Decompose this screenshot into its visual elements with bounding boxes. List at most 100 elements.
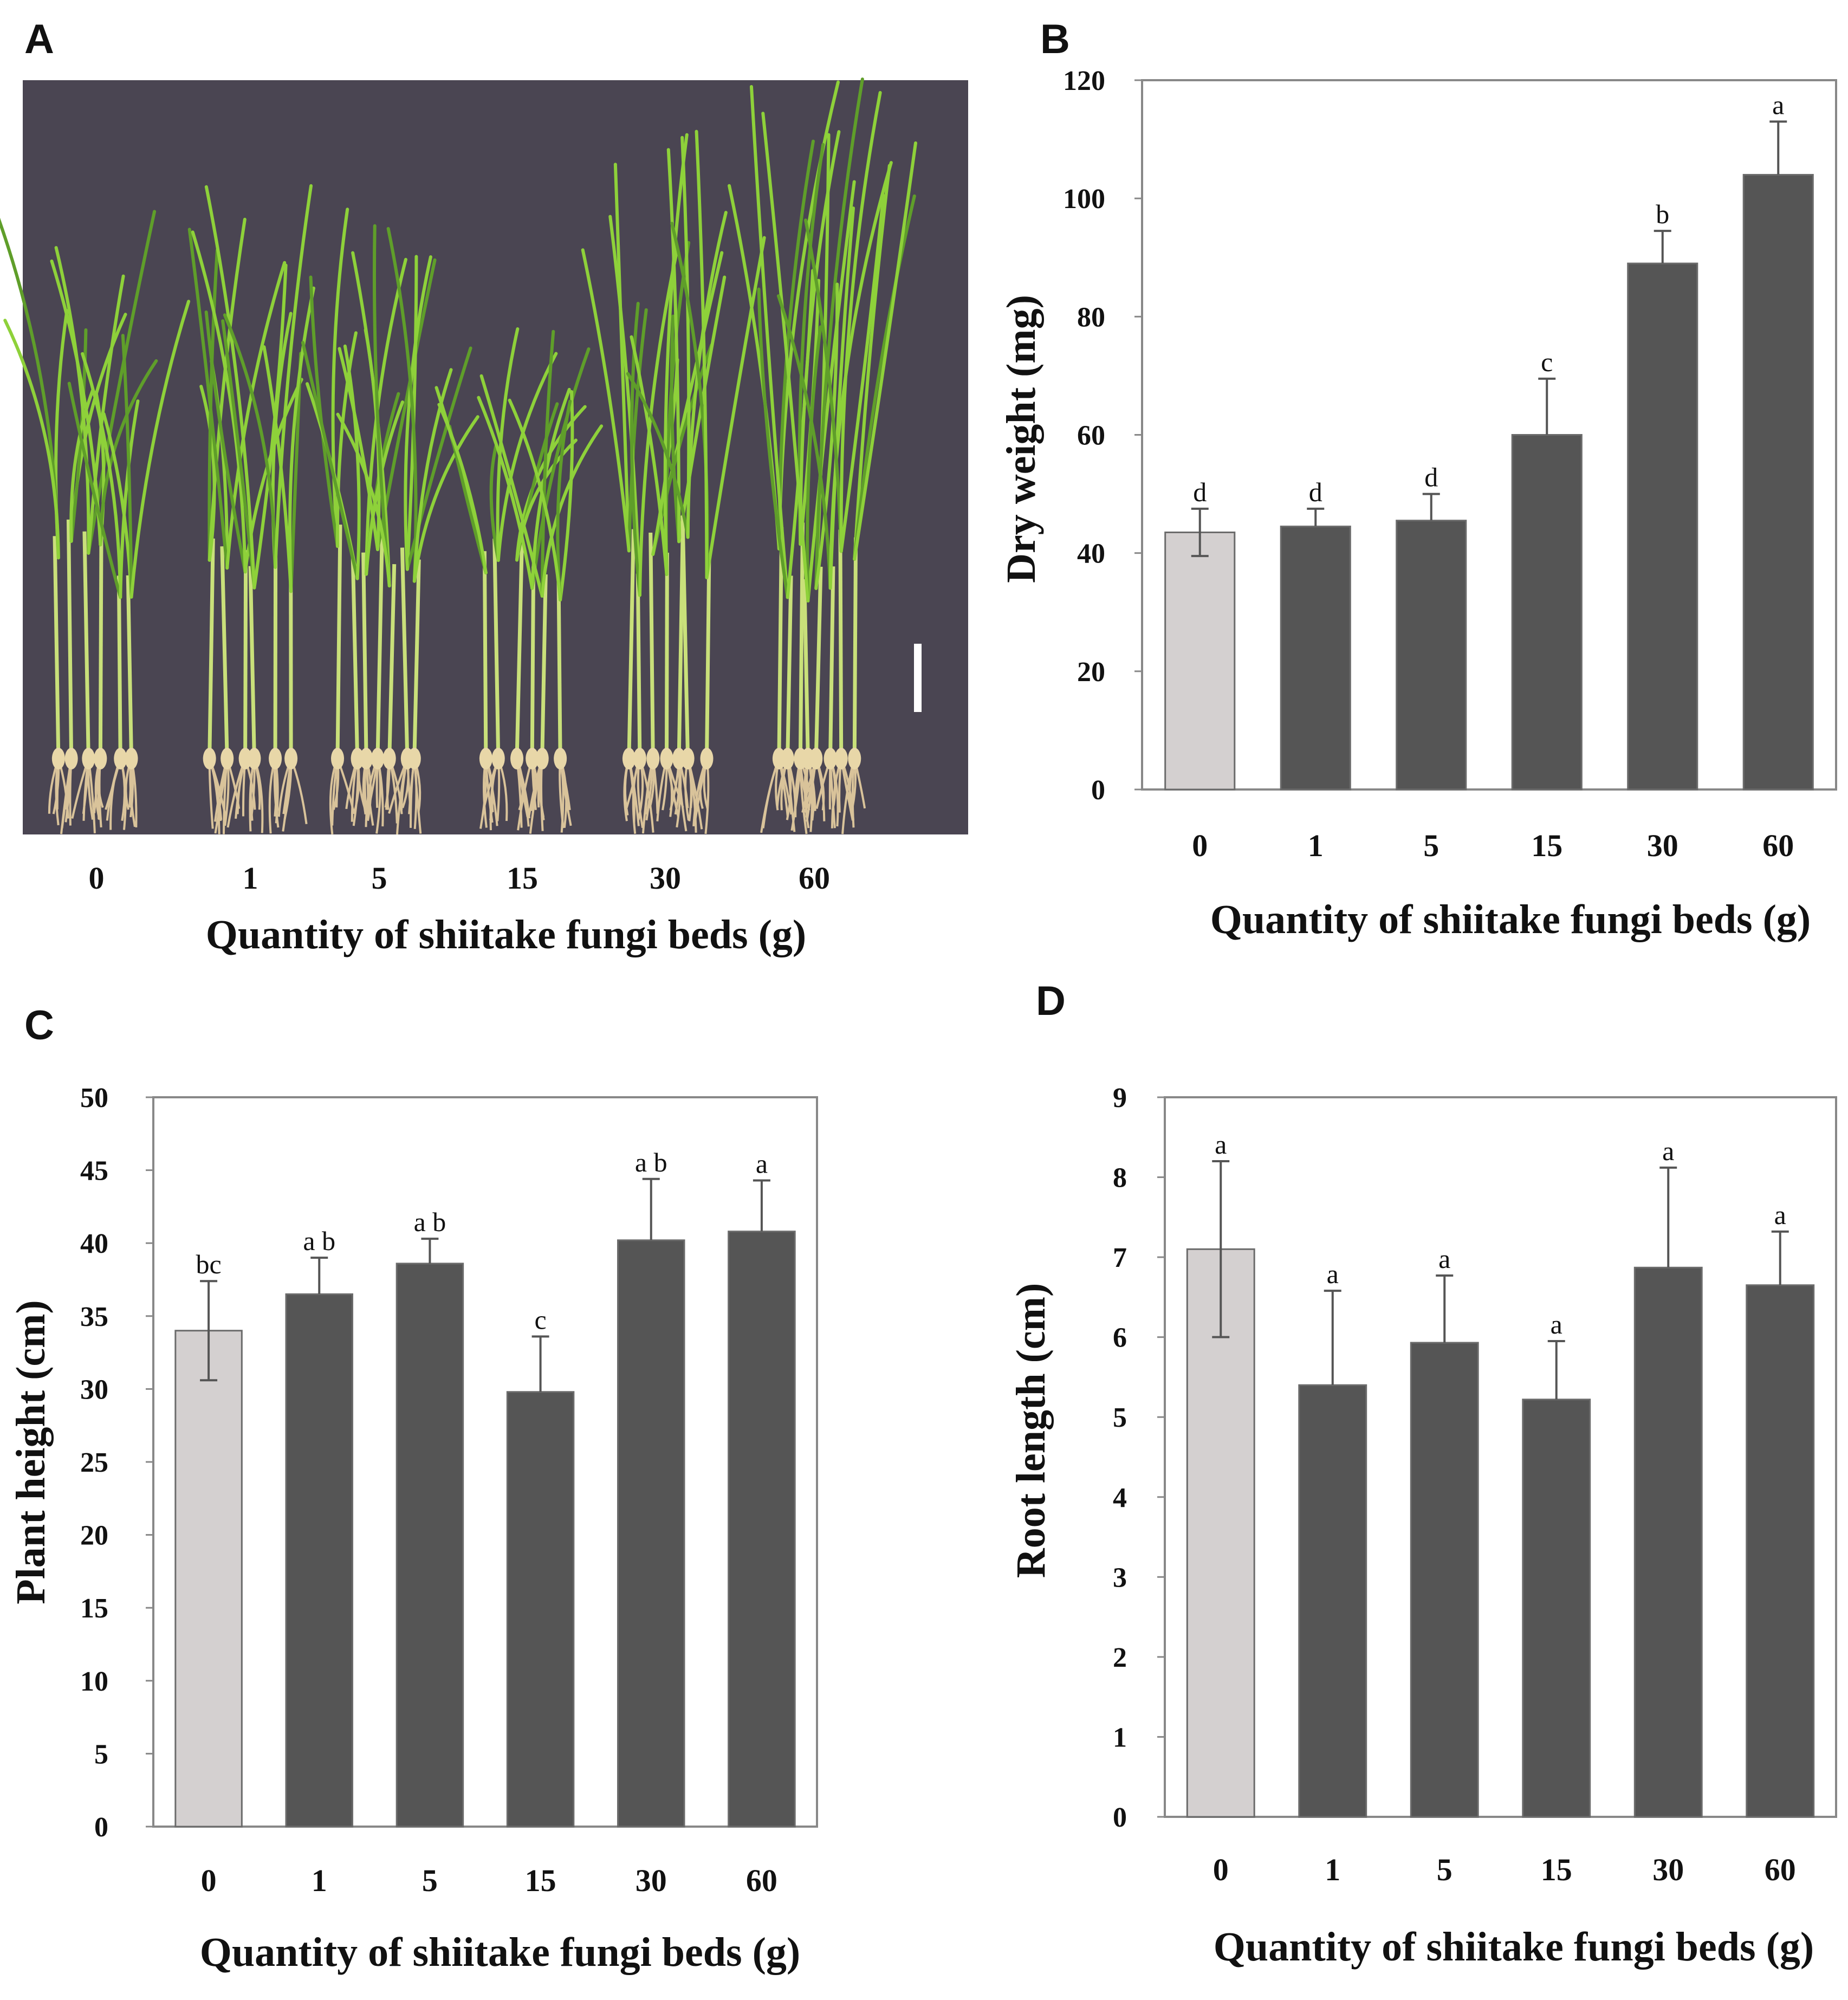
chart-d-error-bar-15 xyxy=(1547,1340,1565,1400)
chart-d-y-tick-label: 1 xyxy=(1113,1722,1127,1753)
chart-c-y-tick-label: 10 xyxy=(80,1666,108,1697)
chart-b-y-tick-label: 20 xyxy=(1077,657,1105,688)
chart-c-y-tick-label: 45 xyxy=(80,1156,108,1187)
chart-d-plot-frame xyxy=(1164,1096,1837,1818)
chart-b-y-tick-label: 120 xyxy=(1063,66,1105,96)
chart-b-x-tick-5: 5 xyxy=(1423,828,1439,863)
chart-d-bar-0 xyxy=(1186,1248,1255,1818)
chart-d-y-tick-label: 7 xyxy=(1113,1242,1127,1273)
chart-c-x-axis-title: Quantity of shiitake fungi beds (g) xyxy=(200,1930,801,1975)
chart-d-y-tick-label: 3 xyxy=(1113,1562,1127,1593)
chart-c-bar-0 xyxy=(174,1330,243,1828)
chart-c-y-tick-label: 25 xyxy=(80,1447,108,1478)
chart-c-y-tick-label: 30 xyxy=(80,1374,108,1405)
chart-c-x-tick-5: 5 xyxy=(422,1863,438,1898)
chart-b-x-axis-title: Quantity of shiitake fungi beds (g) xyxy=(1210,897,1811,942)
chart-c-significance-30: a b xyxy=(635,1147,667,1177)
seedling-group-30 xyxy=(581,130,766,834)
chart-c-x-tick-1: 1 xyxy=(312,1863,327,1898)
chart-c-significance-15: c xyxy=(534,1304,546,1335)
chart-d-bar-5 xyxy=(1410,1342,1479,1818)
panel-a-label: A xyxy=(24,16,54,62)
chart-b-significance-15: c xyxy=(1541,347,1553,377)
chart-d-x-tick-1: 1 xyxy=(1325,1852,1340,1887)
chart-c-plot: 0 5 10 15 20 25 30 35 40 45 50 bc 0 a b 1 a b 5 c 15 a b 30 a… xyxy=(80,1083,818,1898)
chart-b-error-bar-30 xyxy=(1654,230,1671,264)
chart-b-significance-1: d xyxy=(1309,477,1322,507)
panel-a-tick-0: 0 xyxy=(89,860,105,896)
chart-c-y-tick-label: 35 xyxy=(80,1302,108,1332)
chart-d-y-tick-label: 2 xyxy=(1113,1642,1127,1673)
chart-c-significance-0: bc xyxy=(196,1249,221,1279)
chart-d-error-bar-1 xyxy=(1324,1290,1341,1386)
panel-a-x-axis-title: Quantity of shiitake fungi beds (g) xyxy=(206,912,807,957)
chart-d-y-tick-label: 5 xyxy=(1113,1402,1127,1433)
chart-c-plot-frame xyxy=(152,1096,818,1828)
chart-d-significance-60: a xyxy=(1774,1200,1786,1230)
chart-d-x-tick-60: 60 xyxy=(1765,1852,1796,1887)
chart-d-x-tick-30: 30 xyxy=(1652,1852,1684,1887)
panel-d-label: D xyxy=(1036,978,1066,1024)
seedling-group-60 xyxy=(728,77,917,834)
chart-d-y-axis-title: Root length (cm) xyxy=(1008,1283,1054,1578)
panel-b-label: B xyxy=(1040,16,1070,62)
chart-d-significance-1: a xyxy=(1327,1259,1339,1289)
chart-d-bar-30 xyxy=(1633,1266,1703,1818)
chart-b-error-bar-5 xyxy=(1422,493,1440,521)
chart-c-significance-5: a b xyxy=(414,1207,446,1237)
chart-c-error-bar-30 xyxy=(642,1177,660,1240)
chart-b-y-axis-title: Dry weight (mg) xyxy=(998,295,1044,583)
chart-d-error-bar-30 xyxy=(1659,1166,1677,1268)
chart-b-plot: 0 20 40 60 80 100 120 d 0 d 1 d 5 c 15 b 30 a 60 xyxy=(1063,66,1837,863)
chart-b-error-bar-60 xyxy=(1769,120,1787,175)
chart-d-significance-15: a xyxy=(1551,1309,1562,1339)
chart-c-x-tick-0: 0 xyxy=(201,1863,217,1898)
chart-d-y-tick-label: 8 xyxy=(1113,1163,1127,1194)
chart-d-y-tick-label: 9 xyxy=(1113,1083,1127,1114)
chart-b-x-tick-0: 0 xyxy=(1192,828,1208,863)
panel-d: D 0 1 2 3 4 5 6 7 8 9 a 0 a 1 a 5 a 15 a 30 a 60 Quantity of … xyxy=(1008,978,1837,1970)
chart-c-bar-60 xyxy=(728,1231,796,1828)
chart-d-y-tick-label: 0 xyxy=(1113,1802,1127,1833)
chart-b-error-bar-15 xyxy=(1538,377,1556,435)
chart-b-bar-15 xyxy=(1511,434,1583,791)
panel-b: B 0 20 40 60 80 100 120 d 0 d 1 d 5 c 15 b 30 a 60 Quantit… xyxy=(998,16,1837,942)
chart-c-y-tick-label: 5 xyxy=(94,1739,108,1770)
chart-b-error-bar-0 xyxy=(1191,507,1209,558)
chart-d-x-tick-5: 5 xyxy=(1437,1852,1453,1887)
chart-d-bar-60 xyxy=(1746,1284,1815,1818)
chart-b-bar-60 xyxy=(1742,174,1814,791)
chart-b-bar-5 xyxy=(1396,520,1467,791)
chart-b-error-bar-1 xyxy=(1307,507,1325,527)
panel-a-tick-5: 60 xyxy=(799,860,830,896)
chart-c-y-tick-label: 40 xyxy=(80,1228,108,1259)
chart-b-significance-5: d xyxy=(1424,462,1438,493)
chart-c-y-axis-title: Plant height (cm) xyxy=(8,1300,54,1604)
chart-b-significance-0: d xyxy=(1193,477,1207,507)
panel-a-tick-2: 5 xyxy=(372,860,387,896)
chart-b-y-tick-label: 60 xyxy=(1077,420,1105,451)
chart-c-y-tick-label: 50 xyxy=(80,1083,108,1114)
chart-d-error-bar-60 xyxy=(1771,1230,1789,1285)
chart-b-x-tick-60: 60 xyxy=(1762,828,1794,863)
chart-d-significance-30: a xyxy=(1662,1136,1674,1166)
panel-c: C 0 5 10 15 20 25 30 35 40 45 50 bc 0 a b 1 a b 5 c 15 a b 3… xyxy=(8,1002,818,1975)
chart-d-x-tick-0: 0 xyxy=(1213,1852,1229,1887)
seedling-plants xyxy=(0,77,917,835)
chart-b-bar-0 xyxy=(1164,531,1236,791)
chart-b-plot-frame xyxy=(1141,79,1837,791)
seedling-group-15 xyxy=(435,327,604,834)
panel-a-tick-3: 15 xyxy=(507,860,538,896)
seedling-group-5 xyxy=(301,208,479,835)
chart-b-y-tick-label: 0 xyxy=(1091,775,1105,806)
chart-c-x-tick-30: 30 xyxy=(636,1863,667,1898)
chart-b-significance-60: a xyxy=(1772,89,1784,120)
chart-c-y-tick-label: 20 xyxy=(80,1520,108,1551)
chart-c-y-tick-label: 15 xyxy=(80,1593,108,1624)
chart-b-y-tick-label: 100 xyxy=(1063,184,1105,215)
chart-b-x-tick-1: 1 xyxy=(1308,828,1324,863)
chart-b-bar-1 xyxy=(1280,526,1351,791)
chart-b-x-tick-30: 30 xyxy=(1647,828,1678,863)
chart-d-error-bar-5 xyxy=(1436,1274,1454,1343)
